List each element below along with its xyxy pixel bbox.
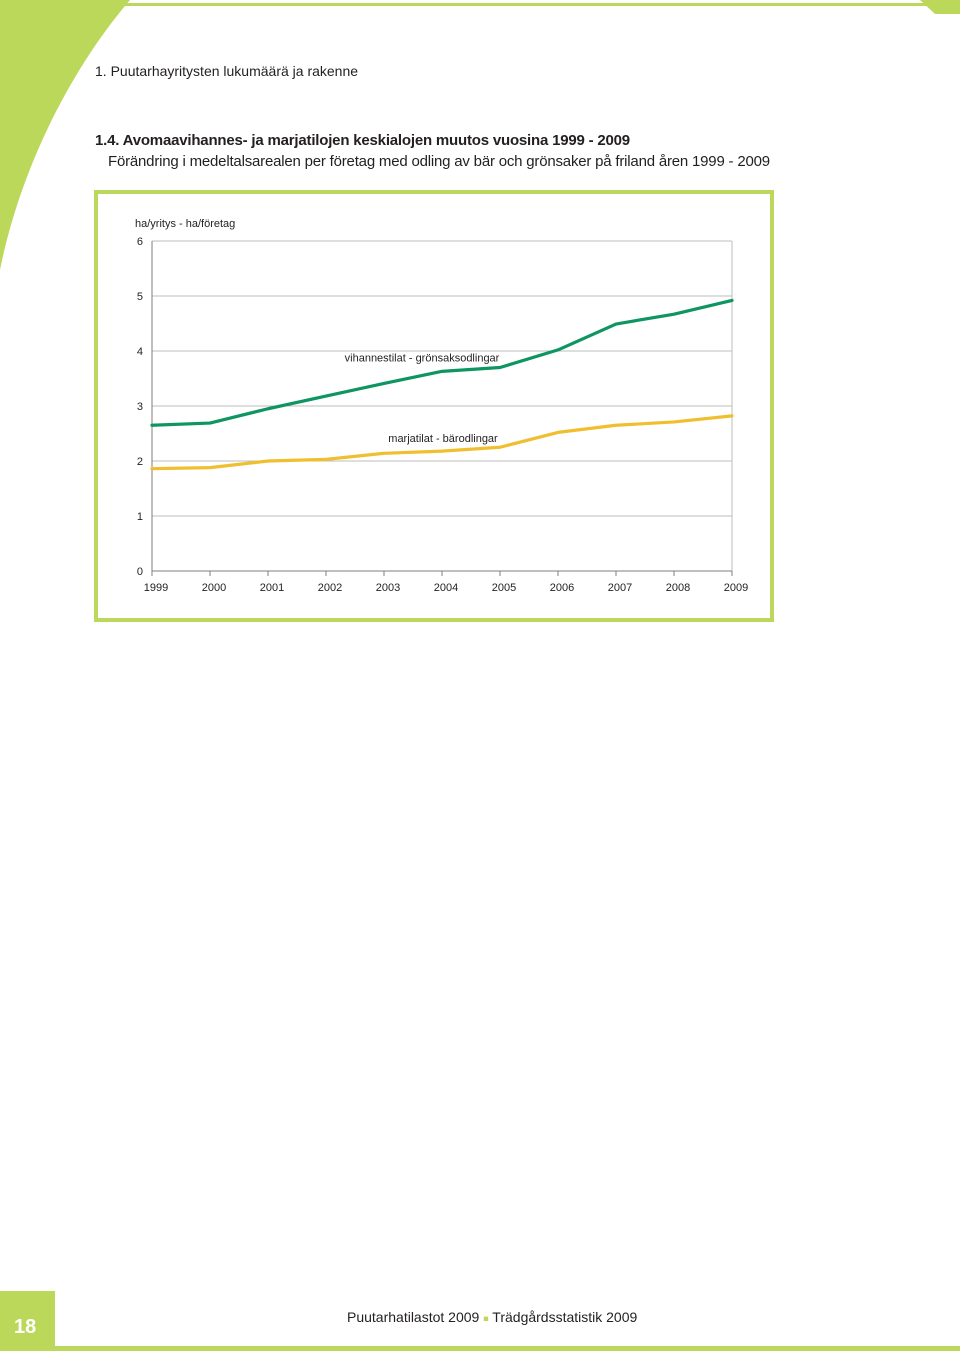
top-right-tab: [920, 0, 960, 14]
data-point: [150, 467, 154, 471]
chart-title-swedish: Förändring i medeltalsarealen per företa…: [108, 153, 770, 170]
x-tick-label: 1999: [144, 582, 168, 594]
footer-publication-fi: Puutarhatilastot 2009: [347, 1309, 480, 1325]
data-point: [324, 394, 328, 398]
corner-band: [0, 0, 130, 270]
footer-publication-sv: Trädgårdsstatistik 2009: [492, 1309, 638, 1325]
y-tick-label: 1: [137, 511, 143, 523]
series-labels: vihannestilat - grönsaksodlingar marjatil…: [345, 352, 500, 445]
x-tick-label: 2007: [608, 582, 632, 594]
x-tick-label: 2000: [202, 582, 226, 594]
data-point: [266, 459, 270, 463]
data-point: [556, 348, 560, 352]
data-point: [672, 312, 676, 316]
data-point: [440, 449, 444, 453]
y-axis-label: ha/yritys - ha/företag: [135, 218, 235, 230]
series: [150, 298, 734, 471]
x-tick-label: 2009: [724, 582, 748, 594]
data-point: [614, 322, 618, 326]
x-tick-label: 2006: [550, 582, 574, 594]
bottom-rule: [55, 1346, 960, 1351]
y-tick-label: 0: [137, 566, 143, 578]
grid: [152, 240, 733, 571]
data-point: [382, 451, 386, 455]
data-point: [324, 457, 328, 461]
data-point: [730, 414, 734, 418]
data-point: [208, 421, 212, 425]
footer-separator-icon: ■: [483, 1313, 489, 1324]
data-point: [614, 423, 618, 427]
line-chart: ha/yritys - ha/företag 0 1 2 3 4 5 6 1999 2000 20…: [135, 218, 748, 594]
chart-frame: ha/yritys - ha/företag 0 1 2 3 4 5 6 1999 2000 20…: [94, 190, 774, 622]
footer: Puutarhatilastot 2009 ■ Trädgårdsstatist…: [347, 1309, 637, 1325]
y-tick-label: 5: [137, 291, 143, 303]
page-number-block: [0, 1291, 55, 1351]
x-tick-label: 2005: [492, 582, 516, 594]
data-point: [730, 299, 734, 302]
section-header: 1. Puutarhayritysten lukumäärä ja rakenn…: [95, 63, 359, 79]
chart-title-finnish: 1.4. Avomaavihannes- ja marjatilojen kes…: [95, 132, 630, 149]
x-tick-label: 2008: [666, 582, 690, 594]
data-point: [150, 423, 154, 427]
data-point: [440, 369, 444, 373]
data-point: [556, 431, 560, 434]
data-point: [266, 407, 270, 411]
y-tick-label: 6: [137, 236, 143, 248]
data-point: [382, 382, 386, 385]
axes: 0 1 2 3 4 5 6 1999 2000 2001 2002 2003 2004 2005 2006 2…: [137, 236, 748, 594]
x-tick-label: 2003: [376, 582, 400, 594]
x-tick-label: 2004: [434, 582, 458, 594]
y-tick-label: 3: [137, 401, 143, 413]
data-point: [498, 445, 502, 449]
series-label: marjatilat - bärodlingar: [388, 433, 498, 445]
data-point: [672, 420, 676, 424]
x-tick-label: 2002: [318, 582, 342, 594]
x-tick-label: 2001: [260, 582, 284, 594]
series-label: vihannestilat - grönsaksodlingar: [345, 352, 500, 364]
y-tick-label: 2: [137, 456, 143, 468]
top-rule: [125, 3, 960, 6]
page-number: 18: [14, 1316, 37, 1338]
y-tick-label: 4: [137, 346, 143, 358]
data-point: [208, 466, 212, 469]
data-point: [498, 366, 502, 369]
